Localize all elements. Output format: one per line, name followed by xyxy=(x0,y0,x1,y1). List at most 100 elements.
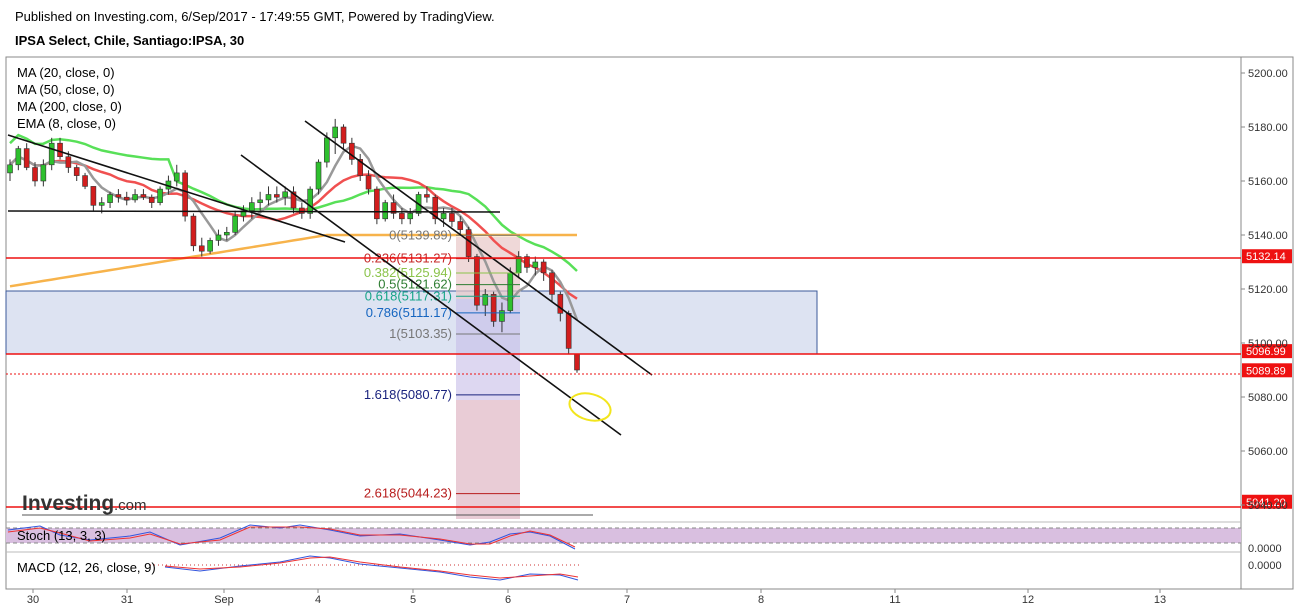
candle[interactable] xyxy=(223,226,230,241)
y-tick-label: 5140.00 xyxy=(1248,230,1288,242)
candle[interactable] xyxy=(465,226,472,262)
fib-label: 0.382(5125.94) xyxy=(364,265,452,280)
candle[interactable] xyxy=(57,137,63,160)
candle[interactable] xyxy=(232,210,238,235)
candle[interactable] xyxy=(532,256,539,276)
price-tag-label: 5089.89 xyxy=(1246,365,1286,377)
candle[interactable] xyxy=(107,191,113,208)
candle[interactable] xyxy=(173,164,180,187)
candle[interactable] xyxy=(565,310,572,354)
candle[interactable] xyxy=(474,253,480,311)
candle-body xyxy=(349,142,355,160)
candle-body xyxy=(73,167,80,176)
candle-body xyxy=(157,188,163,203)
candle[interactable] xyxy=(424,186,430,203)
fib-label: 0(5139.89) xyxy=(389,227,452,242)
candle-body xyxy=(232,215,238,233)
candle[interactable] xyxy=(340,124,347,149)
candle[interactable] xyxy=(407,208,414,225)
candle[interactable] xyxy=(82,172,88,190)
candle[interactable] xyxy=(399,208,405,225)
candle[interactable] xyxy=(148,194,155,209)
candle-body xyxy=(132,194,138,201)
candle-body xyxy=(148,196,155,203)
investing-logo: Investing xyxy=(22,492,114,515)
candle[interactable] xyxy=(524,253,530,273)
x-tick-label: 4 xyxy=(315,594,321,606)
candle[interactable] xyxy=(215,229,222,246)
candle[interactable] xyxy=(48,137,55,171)
candle[interactable] xyxy=(182,170,188,222)
candle[interactable] xyxy=(540,259,547,281)
candle-body xyxy=(223,232,230,236)
candle[interactable] xyxy=(115,189,122,203)
stoch-tick: 0.0000 xyxy=(1248,543,1282,555)
candle[interactable] xyxy=(382,199,389,222)
candle[interactable] xyxy=(190,213,197,252)
candle-body xyxy=(482,294,489,306)
candle-body xyxy=(57,142,63,157)
price-tag-bg xyxy=(1242,363,1292,378)
candle[interactable] xyxy=(157,186,163,206)
candle[interactable] xyxy=(274,186,280,203)
candle[interactable] xyxy=(315,159,322,195)
price-tag: 5096.99 xyxy=(1242,344,1292,359)
candle[interactable] xyxy=(257,191,263,211)
candle[interactable] xyxy=(15,145,22,171)
candle-body xyxy=(474,256,480,306)
candle-body xyxy=(332,126,338,139)
candle-body xyxy=(7,164,13,174)
y-tick-label: 5060.00 xyxy=(1248,446,1288,458)
macd-signal xyxy=(164,556,579,579)
candle[interactable] xyxy=(490,291,497,327)
trendline-3[interactable] xyxy=(304,120,653,376)
candle[interactable] xyxy=(349,137,355,165)
investing-logo-suffix: .com xyxy=(114,497,147,514)
candle[interactable] xyxy=(390,194,397,219)
candle[interactable] xyxy=(282,186,288,206)
candle[interactable] xyxy=(365,170,372,195)
candle[interactable] xyxy=(499,302,505,333)
candle-body xyxy=(107,194,113,203)
candle[interactable] xyxy=(507,267,514,314)
candle[interactable] xyxy=(90,186,97,211)
candle[interactable] xyxy=(40,159,47,187)
candle[interactable] xyxy=(432,194,439,225)
candle[interactable] xyxy=(290,186,297,214)
trendline-1[interactable] xyxy=(7,134,346,243)
candle[interactable] xyxy=(265,186,272,206)
y-tick-label: 5160.00 xyxy=(1248,176,1288,188)
candle-body xyxy=(123,196,130,201)
candle[interactable] xyxy=(549,270,555,303)
candle[interactable] xyxy=(482,289,489,316)
candle[interactable] xyxy=(557,291,564,322)
candle-body xyxy=(365,175,372,190)
candle-body xyxy=(15,148,22,166)
trendline-2[interactable] xyxy=(240,154,622,436)
candle[interactable] xyxy=(7,159,13,181)
candle[interactable] xyxy=(574,353,580,373)
legend-ma20: MA (20, close, 0) xyxy=(17,65,115,80)
x-tick-label: 5 xyxy=(410,594,416,606)
candle[interactable] xyxy=(123,191,130,206)
candle[interactable] xyxy=(457,216,464,235)
price-tag-label: 5041.20 xyxy=(1246,497,1286,509)
support-line[interactable] xyxy=(7,210,501,213)
candle[interactable] xyxy=(23,143,30,171)
price-tag-label: 5096.99 xyxy=(1246,346,1286,358)
price-zone xyxy=(5,290,818,355)
candle[interactable] xyxy=(140,189,147,200)
candle-body xyxy=(407,213,414,220)
candle[interactable] xyxy=(198,237,205,257)
candle[interactable] xyxy=(332,118,338,154)
candle[interactable] xyxy=(307,186,313,219)
candle-body xyxy=(249,202,255,212)
candle[interactable] xyxy=(132,189,138,203)
candle[interactable] xyxy=(207,237,213,254)
candle[interactable] xyxy=(357,154,364,181)
candle[interactable] xyxy=(73,164,80,181)
candle[interactable] xyxy=(299,202,305,219)
candle-body xyxy=(449,213,455,222)
candle[interactable] xyxy=(32,162,38,187)
candle[interactable] xyxy=(374,186,380,225)
